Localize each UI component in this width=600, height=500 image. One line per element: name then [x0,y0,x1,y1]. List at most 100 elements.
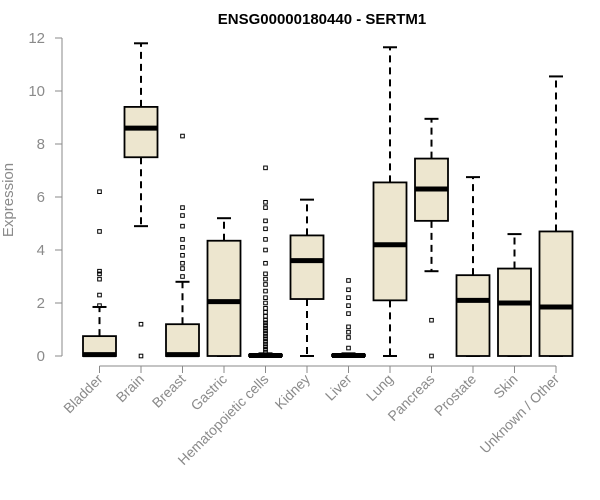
outlier-point [346,345,351,351]
y-tick-label: 8 [37,136,45,153]
box-group [455,176,491,357]
outlier-point [97,303,102,308]
iqr-box [372,181,408,302]
outlier-point [97,292,102,298]
iqr-box [455,274,491,357]
box-group [289,198,325,357]
outlier-point [263,349,268,355]
outlier-point [263,323,268,328]
y-tick-label: 12 [28,30,45,47]
outlier-point [180,213,185,218]
box-group [165,133,200,358]
outlier-point [263,165,268,171]
outlier-point [263,205,268,210]
plot-area [82,42,574,359]
outlier-point [346,335,351,340]
y-axis-label: Expression [0,163,17,237]
outlier-point [263,313,268,319]
box-group [331,278,366,358]
outlier-point [263,247,268,253]
iqr-box [497,267,532,357]
outlier-point [346,311,351,316]
iqr-box [538,230,574,357]
outlier-point [346,295,351,300]
chart-title: ENSG00000180440 - SERTM1 [218,11,426,28]
box-group [372,46,408,357]
outlier-point [263,341,268,347]
x-tick-label: Unknown / Other [477,371,563,457]
y-tick-label: 0 [37,348,45,365]
y-tick-label: 10 [28,83,45,100]
outlier-point [263,325,268,331]
x-tick-label: Brain [113,371,147,405]
outlier-point [263,295,268,300]
outlier-point [97,271,102,277]
outlier-point [180,274,185,279]
outlier-point [263,200,268,205]
outlier-point [263,333,268,339]
box-group [206,217,242,357]
y-tick-label: 4 [37,242,45,259]
outlier-point [263,237,268,242]
x-tick-label: Prostate [431,371,479,419]
outlier-point [180,266,185,271]
outlier-point [346,287,351,293]
outlier-point [263,347,268,352]
y-tick-label: 6 [37,189,45,206]
iqr-box [123,106,159,159]
outlier-point [346,324,351,330]
outlier-point [429,317,434,323]
iqr-box [289,234,325,300]
outlier-point [97,268,102,274]
x-tick-label: Lung [363,371,396,404]
box-group [82,189,117,358]
outlier-point [180,205,185,210]
outlier-point [180,237,185,242]
outlier-point [263,300,268,306]
outlier-point [346,303,351,308]
outlier-point [263,282,268,287]
outlier-point [263,260,268,266]
outlier-point [263,309,268,315]
outlier-point [263,226,268,232]
x-tick-label: Skin [490,371,521,402]
outlier-point [180,253,185,258]
outlier-point [429,353,434,359]
box-group [497,233,532,357]
y-tick-label: 2 [37,295,45,312]
iqr-box [165,323,200,357]
x-tick-label: Breast [149,371,189,411]
outlier-point [263,288,268,294]
outlier-point [97,229,102,234]
x-tick-label: Liver [322,371,355,404]
outlier-point [180,133,185,139]
outlier-point [97,276,102,282]
outlier-point [263,276,268,282]
outlier-point [180,245,185,250]
outlier-point [263,271,268,277]
outlier-point [263,218,268,224]
box-group [123,42,159,359]
outlier-point [263,336,268,342]
box-group [248,165,283,358]
outlier-point [346,329,351,335]
outlier-point [138,321,144,327]
outlier-point [180,223,185,229]
outlier-point [97,189,102,194]
box-group [414,117,449,359]
x-tick-label: Kidney [272,371,314,413]
box-group [538,75,574,357]
outlier-point [180,260,185,266]
outlier-point [263,339,268,344]
y-axis: 0 2 4 6 8 10 12 [28,30,63,365]
outlier-point [138,353,144,359]
iqr-box [206,239,242,357]
x-tick-label: Bladder [60,371,106,417]
outlier-point [263,328,268,334]
outlier-point [263,306,268,311]
outlier-point [263,331,268,336]
outlier-point [263,344,268,350]
outlier-point [346,278,351,283]
